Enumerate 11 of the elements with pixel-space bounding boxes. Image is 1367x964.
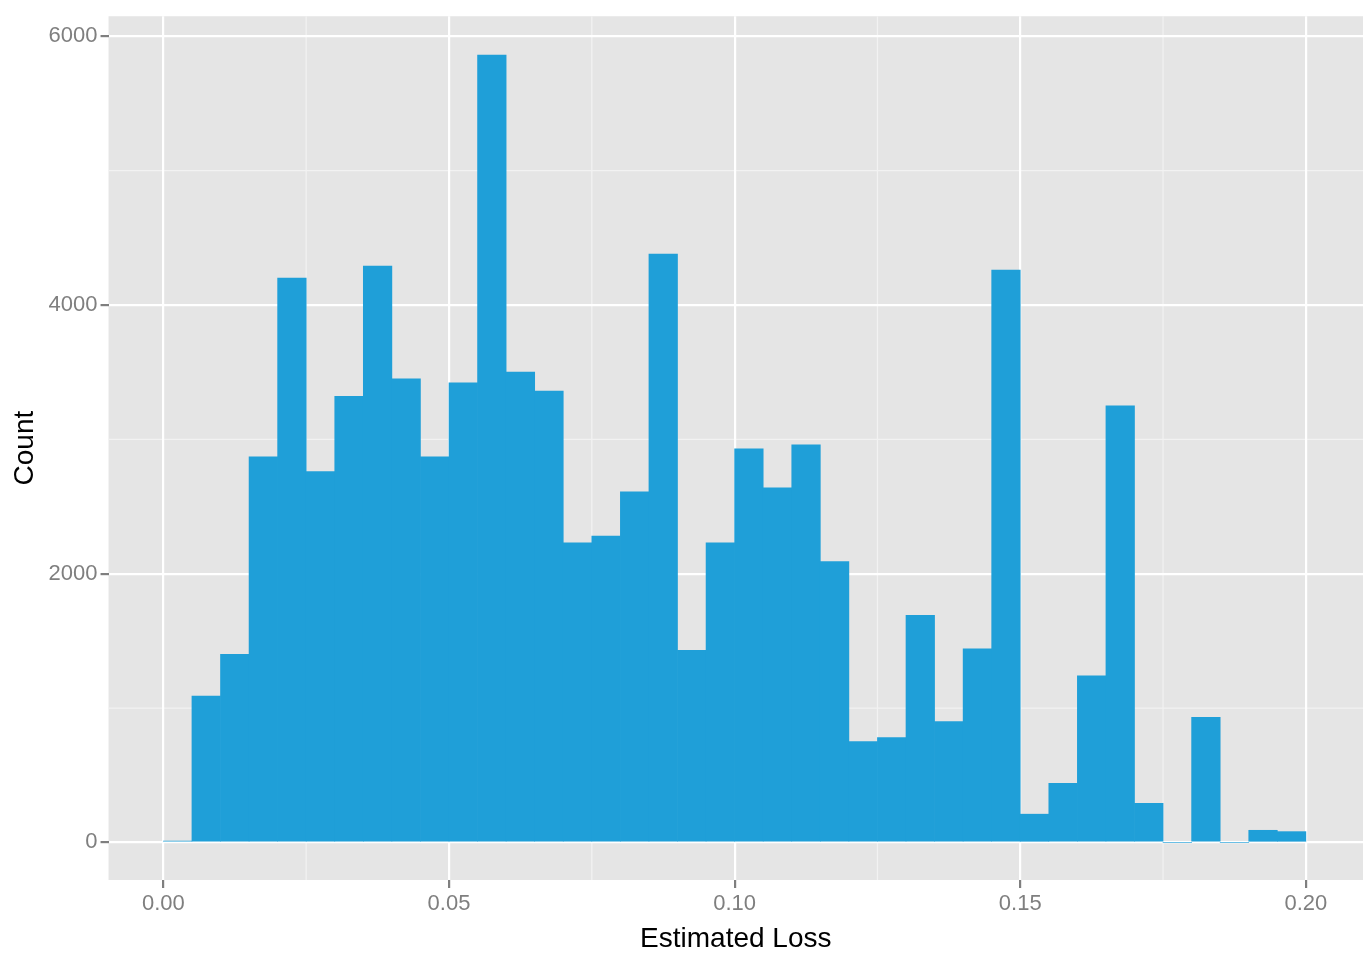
y-tick-label: 6000 [48, 22, 98, 48]
x-tick-label: 0.15 [998, 890, 1042, 916]
x-axis-title: Estimated Loss [640, 921, 832, 953]
x-tick-label: 0.00 [141, 890, 185, 916]
y-tick-label: 2000 [48, 559, 98, 585]
y-tick-label: 4000 [48, 291, 98, 317]
x-tick-label: 0.20 [1284, 890, 1328, 916]
x-tick-label: 0.10 [713, 890, 757, 916]
y-axis-title: Count [7, 410, 39, 486]
y-tick-label: 0 [85, 828, 98, 854]
x-tick-label: 0.05 [427, 890, 471, 916]
